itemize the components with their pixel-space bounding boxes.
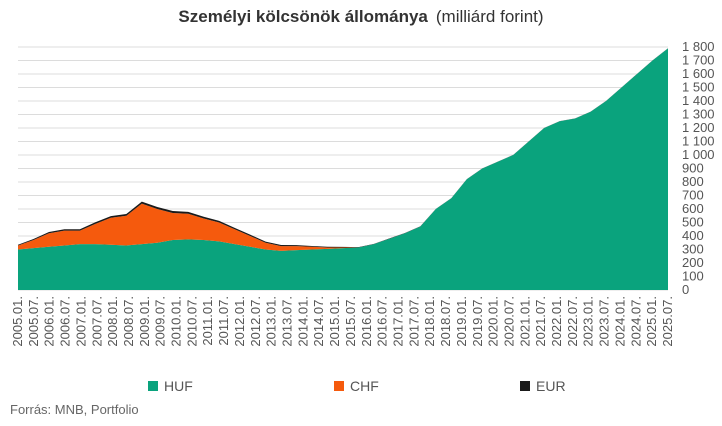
x-tick-label: 2019.07. bbox=[470, 296, 485, 347]
legend-label: CHF bbox=[350, 378, 379, 394]
x-tick-label: 2010.07. bbox=[184, 296, 199, 347]
x-tick-label: 2007.01. bbox=[73, 296, 88, 347]
x-tick-label: 2010.01. bbox=[169, 296, 184, 347]
x-tick-label: 2024.01. bbox=[612, 296, 627, 347]
legend-item-chf: CHF bbox=[334, 378, 379, 394]
y-tick-label: 600 bbox=[682, 201, 704, 216]
y-tick-label: 300 bbox=[682, 242, 704, 257]
legend-swatch bbox=[334, 381, 344, 391]
y-tick-label: 1 800 bbox=[682, 39, 715, 54]
y-tick-label: 500 bbox=[682, 215, 704, 230]
legend-item-huf: HUF bbox=[148, 378, 193, 394]
x-tick-label: 2022.01. bbox=[549, 296, 564, 347]
x-tick-label: 2008.01. bbox=[105, 296, 120, 347]
area-series-chf bbox=[18, 48, 668, 251]
x-tick-label: 2005.01. bbox=[10, 296, 25, 347]
y-tick-label: 1 000 bbox=[682, 147, 715, 162]
x-tick-label: 2009.01. bbox=[137, 296, 152, 347]
x-tick-label: 2005.07. bbox=[26, 296, 41, 347]
area-series-huf bbox=[18, 48, 668, 290]
y-tick-label: 1 100 bbox=[682, 134, 715, 149]
x-tick-label: 2016.07. bbox=[375, 296, 390, 347]
y-tick-label: 700 bbox=[682, 188, 704, 203]
y-tick-label: 200 bbox=[682, 255, 704, 270]
x-tick-label: 2013.07. bbox=[280, 296, 295, 347]
x-tick-label: 2021.07. bbox=[533, 296, 548, 347]
y-tick-label: 1 300 bbox=[682, 107, 715, 122]
x-tick-label: 2009.07. bbox=[153, 296, 168, 347]
y-tick-label: 1 500 bbox=[682, 80, 715, 95]
y-tick-label: 1 700 bbox=[682, 53, 715, 68]
y-tick-label: 1 200 bbox=[682, 120, 715, 135]
x-tick-label: 2015.01. bbox=[327, 296, 342, 347]
x-tick-label: 2006.07. bbox=[58, 296, 73, 347]
x-tick-label: 2024.07. bbox=[628, 296, 643, 347]
y-tick-label: 1 400 bbox=[682, 93, 715, 108]
x-tick-label: 2015.07. bbox=[343, 296, 358, 347]
y-tick-label: 900 bbox=[682, 161, 704, 176]
x-tick-label: 2019.01. bbox=[454, 296, 469, 347]
source-note: Forrás: MNB, Portfolio bbox=[10, 402, 139, 417]
x-tick-label: 2011.07. bbox=[216, 296, 231, 346]
x-tick-label: 2018.01. bbox=[422, 296, 437, 347]
y-tick-label: 1 600 bbox=[682, 66, 715, 81]
x-tick-label: 2017.01. bbox=[390, 296, 405, 347]
x-tick-label: 2018.07. bbox=[438, 296, 453, 347]
x-tick-label: 2006.01. bbox=[42, 296, 57, 347]
chart-title: Személyi kölcsönök állománya bbox=[178, 7, 428, 26]
x-tick-label: 2013.01. bbox=[264, 296, 279, 347]
x-tick-label: 2017.07. bbox=[406, 296, 421, 347]
x-tick-label: 2023.01. bbox=[581, 296, 596, 347]
x-tick-label: 2016.01. bbox=[359, 296, 374, 347]
x-tick-label: 2020.01. bbox=[486, 296, 501, 347]
x-tick-label: 2025.07. bbox=[660, 296, 675, 347]
x-tick-label: 2014.07. bbox=[311, 296, 326, 347]
x-tick-label: 2012.01. bbox=[232, 296, 247, 347]
x-tick-label: 2014.01. bbox=[295, 296, 310, 347]
x-tick-label: 2008.07. bbox=[121, 296, 136, 347]
legend-item-eur: EUR bbox=[520, 378, 566, 394]
chart-title-wrap: Személyi kölcsönök állománya (milliárd fo… bbox=[0, 7, 722, 27]
legend-swatch bbox=[148, 381, 158, 391]
x-tick-label: 2011.01. bbox=[200, 296, 215, 346]
x-tick-label: 2007.07. bbox=[89, 296, 104, 347]
y-tick-label: 400 bbox=[682, 228, 704, 243]
x-tick-label: 2020.07. bbox=[501, 296, 516, 347]
legend-label: EUR bbox=[536, 378, 566, 394]
y-tick-label: 0 bbox=[682, 282, 689, 297]
y-tick-label: 100 bbox=[682, 269, 704, 284]
x-tick-label: 2022.07. bbox=[565, 296, 580, 347]
legend-label: HUF bbox=[164, 378, 193, 394]
y-tick-label: 800 bbox=[682, 174, 704, 189]
legend-swatch bbox=[520, 381, 530, 391]
x-tick-label: 2023.07. bbox=[597, 296, 612, 347]
x-tick-label: 2025.01. bbox=[644, 296, 659, 347]
x-tick-label: 2021.01. bbox=[517, 296, 532, 347]
x-tick-label: 2012.07. bbox=[248, 296, 263, 347]
chart-subtitle: (milliárd forint) bbox=[435, 7, 544, 26]
chart-legend: HUF CHF EUR bbox=[0, 378, 722, 398]
